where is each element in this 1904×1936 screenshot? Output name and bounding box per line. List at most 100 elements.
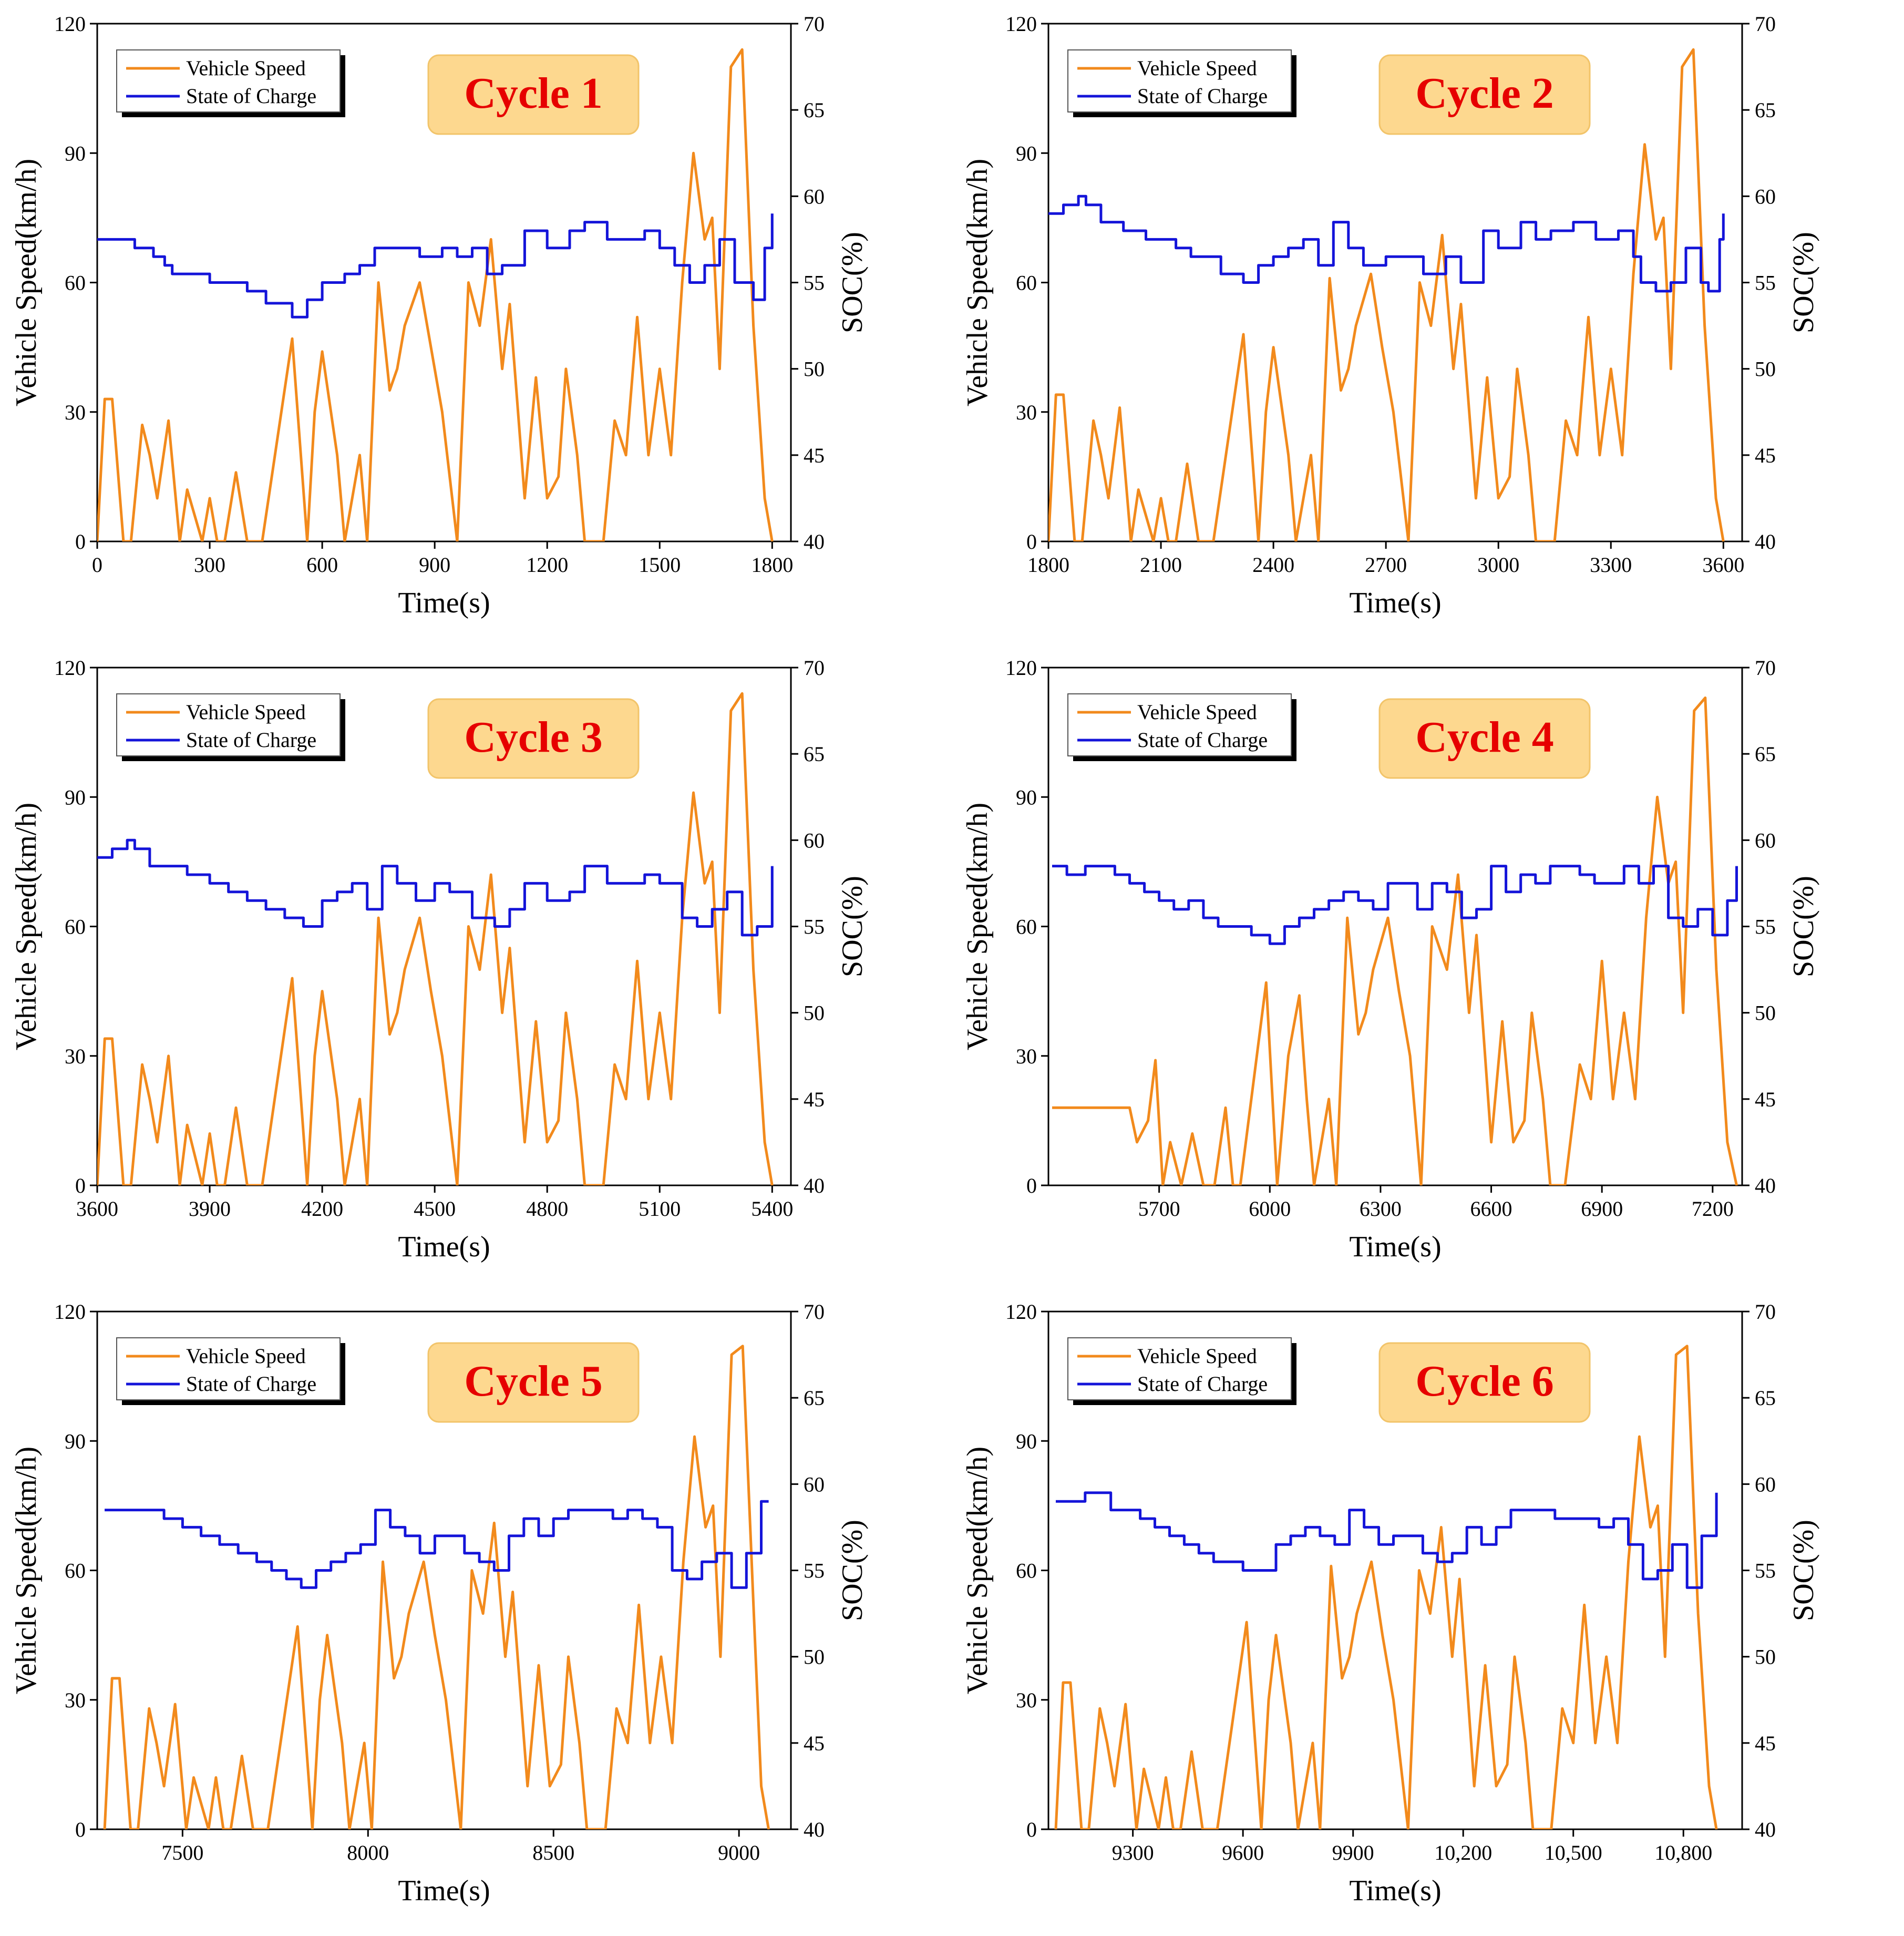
y-tick-label: 90 xyxy=(65,785,86,809)
x-tick-label: 9600 xyxy=(1222,1841,1264,1865)
y-tick-label: 30 xyxy=(65,401,86,424)
x-tick-label: 1200 xyxy=(526,553,568,577)
x-axis-title: Time(s) xyxy=(1349,1231,1441,1263)
y2-tick-label: 70 xyxy=(804,12,825,36)
x-tick-label: 3600 xyxy=(1702,553,1744,577)
x-tick-label: 3000 xyxy=(1477,553,1519,577)
x-axis-title: Time(s) xyxy=(398,1874,490,1907)
y-tick-label: 60 xyxy=(65,1559,86,1583)
y2-axis-title: SOC(%) xyxy=(1787,1520,1820,1621)
x-axis-title: Time(s) xyxy=(398,1231,490,1263)
legend-box xyxy=(116,693,341,756)
state-of-charge-line xyxy=(1056,1491,1718,1589)
cycle-3-chart: 3600 3900 4200 4500 4800 5100 5400 0 30 60 90 120 40… xyxy=(10,656,869,1263)
legend-speed-label: Vehicle Speed xyxy=(1137,56,1257,80)
x-axis-title: Time(s) xyxy=(1349,587,1441,619)
x-tick-label: 2400 xyxy=(1252,553,1294,577)
y-tick-label: 0 xyxy=(75,1174,86,1197)
y2-tick-label: 65 xyxy=(1755,98,1776,122)
y2-tick-label: 60 xyxy=(1755,185,1776,208)
cycle-1-chart: 0 300 600 900 1200 1500 1800 0 30 60 90 120 40 45 50 55… xyxy=(10,12,869,619)
legend-soc-label: State of Charge xyxy=(1137,1372,1268,1396)
x-tick-label: 6000 xyxy=(1249,1197,1291,1221)
y2-tick-label: 40 xyxy=(804,1174,825,1197)
x-tick-label: 4500 xyxy=(414,1197,456,1221)
y2-tick-label: 40 xyxy=(1755,1818,1776,1841)
y2-tick-label: 65 xyxy=(804,1386,825,1410)
y-tick-label: 30 xyxy=(1016,401,1037,424)
y2-tick-label: 50 xyxy=(1755,357,1776,381)
y2-tick-label: 70 xyxy=(1755,656,1776,680)
y2-tick-label: 45 xyxy=(1755,1732,1776,1755)
y-tick-label: 30 xyxy=(1016,1044,1037,1068)
y2-tick-label: 70 xyxy=(804,656,825,680)
vehicle-speed-line xyxy=(97,48,774,541)
legend-soc-label: State of Charge xyxy=(1137,728,1268,752)
y2-axis-title: SOC(%) xyxy=(836,1520,869,1621)
y2-tick-label: 45 xyxy=(804,444,825,467)
y2-tick-label: 65 xyxy=(1755,742,1776,766)
x-tick-label: 3600 xyxy=(76,1197,118,1221)
y2-tick-label: 60 xyxy=(804,828,825,852)
y2-tick-label: 65 xyxy=(1755,1386,1776,1410)
y2-tick-label: 55 xyxy=(1755,1559,1776,1583)
y-tick-label: 30 xyxy=(1016,1688,1037,1712)
y2-axis-title: SOC(%) xyxy=(836,876,869,977)
cycle-badge xyxy=(427,1342,640,1423)
y-tick-label: 0 xyxy=(1026,1174,1037,1197)
y2-tick-label: 45 xyxy=(1755,1088,1776,1111)
x-tick-label: 9900 xyxy=(1332,1841,1374,1865)
y-tick-label: 60 xyxy=(1016,271,1037,295)
cycle-4-chart: 5700 6000 6300 6600 6900 7200 0 30 60 90 120 40 45 50… xyxy=(961,656,1820,1263)
cycle-badge-label: Cycle 4 xyxy=(1415,713,1554,762)
x-tick-label: 6900 xyxy=(1581,1197,1623,1221)
state-of-charge-line xyxy=(97,838,774,937)
cycle-badge xyxy=(427,54,640,135)
x-tick-label: 10,800 xyxy=(1654,1841,1712,1865)
state-of-charge-line xyxy=(105,1500,769,1589)
y-tick-label: 120 xyxy=(54,1300,86,1324)
y2-tick-label: 60 xyxy=(804,185,825,208)
x-tick-label: 2700 xyxy=(1365,553,1407,577)
vehicle-speed-line xyxy=(1048,48,1725,541)
y2-tick-label: 50 xyxy=(804,1001,825,1025)
y-tick-label: 120 xyxy=(54,656,86,680)
y2-tick-label: 55 xyxy=(804,1559,825,1583)
y2-tick-label: 60 xyxy=(1755,1472,1776,1496)
y2-tick-label: 55 xyxy=(804,271,825,295)
x-tick-label: 3300 xyxy=(1590,553,1632,577)
y-tick-label: 120 xyxy=(1005,656,1037,680)
cycle-badge-label: Cycle 1 xyxy=(464,69,603,118)
y-tick-label: 90 xyxy=(1016,141,1037,165)
legend-soc-label: State of Charge xyxy=(186,1372,316,1396)
legend-speed-label: Vehicle Speed xyxy=(186,56,306,80)
y-tick-label: 90 xyxy=(65,1429,86,1453)
legend-soc-label: State of Charge xyxy=(186,84,316,108)
x-tick-label: 4200 xyxy=(301,1197,343,1221)
vehicle-speed-line xyxy=(103,1345,770,1829)
y2-tick-label: 55 xyxy=(1755,915,1776,939)
legend-box xyxy=(1067,1337,1292,1400)
y2-tick-label: 70 xyxy=(1755,12,1776,36)
x-tick-label: 5700 xyxy=(1138,1197,1180,1221)
cycle-badge xyxy=(1378,698,1591,779)
y-tick-label: 120 xyxy=(1005,1300,1037,1324)
y2-tick-label: 40 xyxy=(804,530,825,554)
x-tick-label: 9000 xyxy=(718,1841,760,1865)
cycle-6-chart: 9300 9600 9900 10,200 10,500 10,800 0 30 60 90 120… xyxy=(961,1300,1820,1907)
y2-axis-title: SOC(%) xyxy=(1787,232,1820,333)
y2-tick-label: 70 xyxy=(804,1300,825,1324)
legend-box xyxy=(116,49,341,112)
x-tick-label: 8500 xyxy=(532,1841,574,1865)
x-tick-label: 2100 xyxy=(1140,553,1182,577)
y2-axis-title: SOC(%) xyxy=(1787,876,1820,977)
cycle-badge-label: Cycle 3 xyxy=(464,713,603,762)
x-tick-label: 10,500 xyxy=(1545,1841,1602,1865)
y-axis-title: Vehicle Speed(km/h) xyxy=(10,803,43,1050)
state-of-charge-line xyxy=(1048,194,1725,293)
y2-tick-label: 50 xyxy=(804,1645,825,1669)
x-tick-label: 5400 xyxy=(751,1197,793,1221)
x-tick-label: 10,200 xyxy=(1434,1841,1492,1865)
cycle-badge xyxy=(1378,54,1591,135)
state-of-charge-line xyxy=(1052,865,1738,945)
